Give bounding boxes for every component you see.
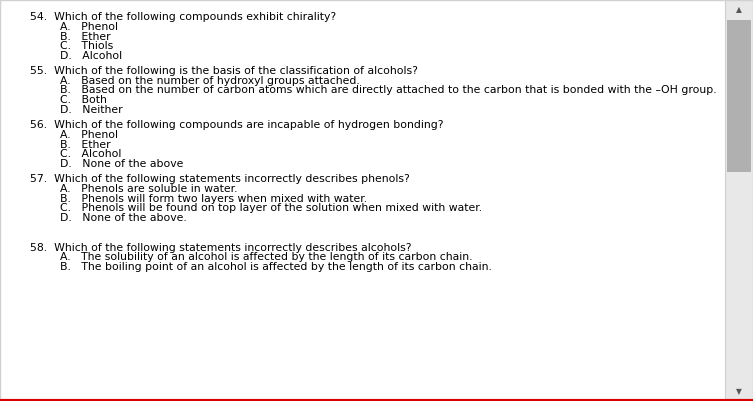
Text: C.   Both: C. Both [60, 95, 107, 105]
Text: B.   Ether: B. Ether [60, 32, 111, 42]
Text: A.   Based on the number of hydroxyl groups attached.: A. Based on the number of hydroxyl group… [60, 76, 360, 86]
Text: 55.  Which of the following is the basis of the classification of alcohols?: 55. Which of the following is the basis … [30, 66, 418, 76]
Text: ▼: ▼ [736, 387, 742, 396]
Text: 54.  Which of the following compounds exhibit chirality?: 54. Which of the following compounds exh… [30, 12, 337, 22]
Text: ▲: ▲ [736, 5, 742, 14]
Text: B.   Phenols will form two layers when mixed with water.: B. Phenols will form two layers when mix… [60, 194, 367, 204]
Text: A.   Phenols are soluble in water.: A. Phenols are soluble in water. [60, 184, 238, 194]
Text: 58.  Which of the following statements incorrectly describes alcohols?: 58. Which of the following statements in… [30, 243, 412, 253]
Text: D.   None of the above: D. None of the above [60, 159, 184, 169]
Text: C.   Alcohol: C. Alcohol [60, 149, 122, 159]
Text: C.   Phenols will be found on top layer of the solution when mixed with water.: C. Phenols will be found on top layer of… [60, 203, 483, 213]
Text: D.   Alcohol: D. Alcohol [60, 51, 123, 61]
Text: D.   Neither: D. Neither [60, 105, 123, 115]
Text: C.   Thiols: C. Thiols [60, 41, 114, 51]
Text: B.   Based on the number of carbon atoms which are directly attached to the carb: B. Based on the number of carbon atoms w… [60, 85, 717, 95]
Text: B.   Ether: B. Ether [60, 140, 111, 150]
Text: A.   Phenol: A. Phenol [60, 22, 118, 32]
Text: D.   None of the above.: D. None of the above. [60, 213, 187, 223]
Text: A.   The solubility of an alcohol is affected by the length of its carbon chain.: A. The solubility of an alcohol is affec… [60, 252, 473, 262]
Text: B.   The boiling point of an alcohol is affected by the length of its carbon cha: B. The boiling point of an alcohol is af… [60, 262, 492, 272]
Bar [724, 0, 753, 401]
Text: 57.  Which of the following statements incorrectly describes phenols?: 57. Which of the following statements in… [30, 174, 410, 184]
Bar [727, 20, 751, 172]
Text: 56.  Which of the following compounds are incapable of hydrogen bonding?: 56. Which of the following compounds are… [30, 120, 444, 130]
Text: A.   Phenol: A. Phenol [60, 130, 118, 140]
